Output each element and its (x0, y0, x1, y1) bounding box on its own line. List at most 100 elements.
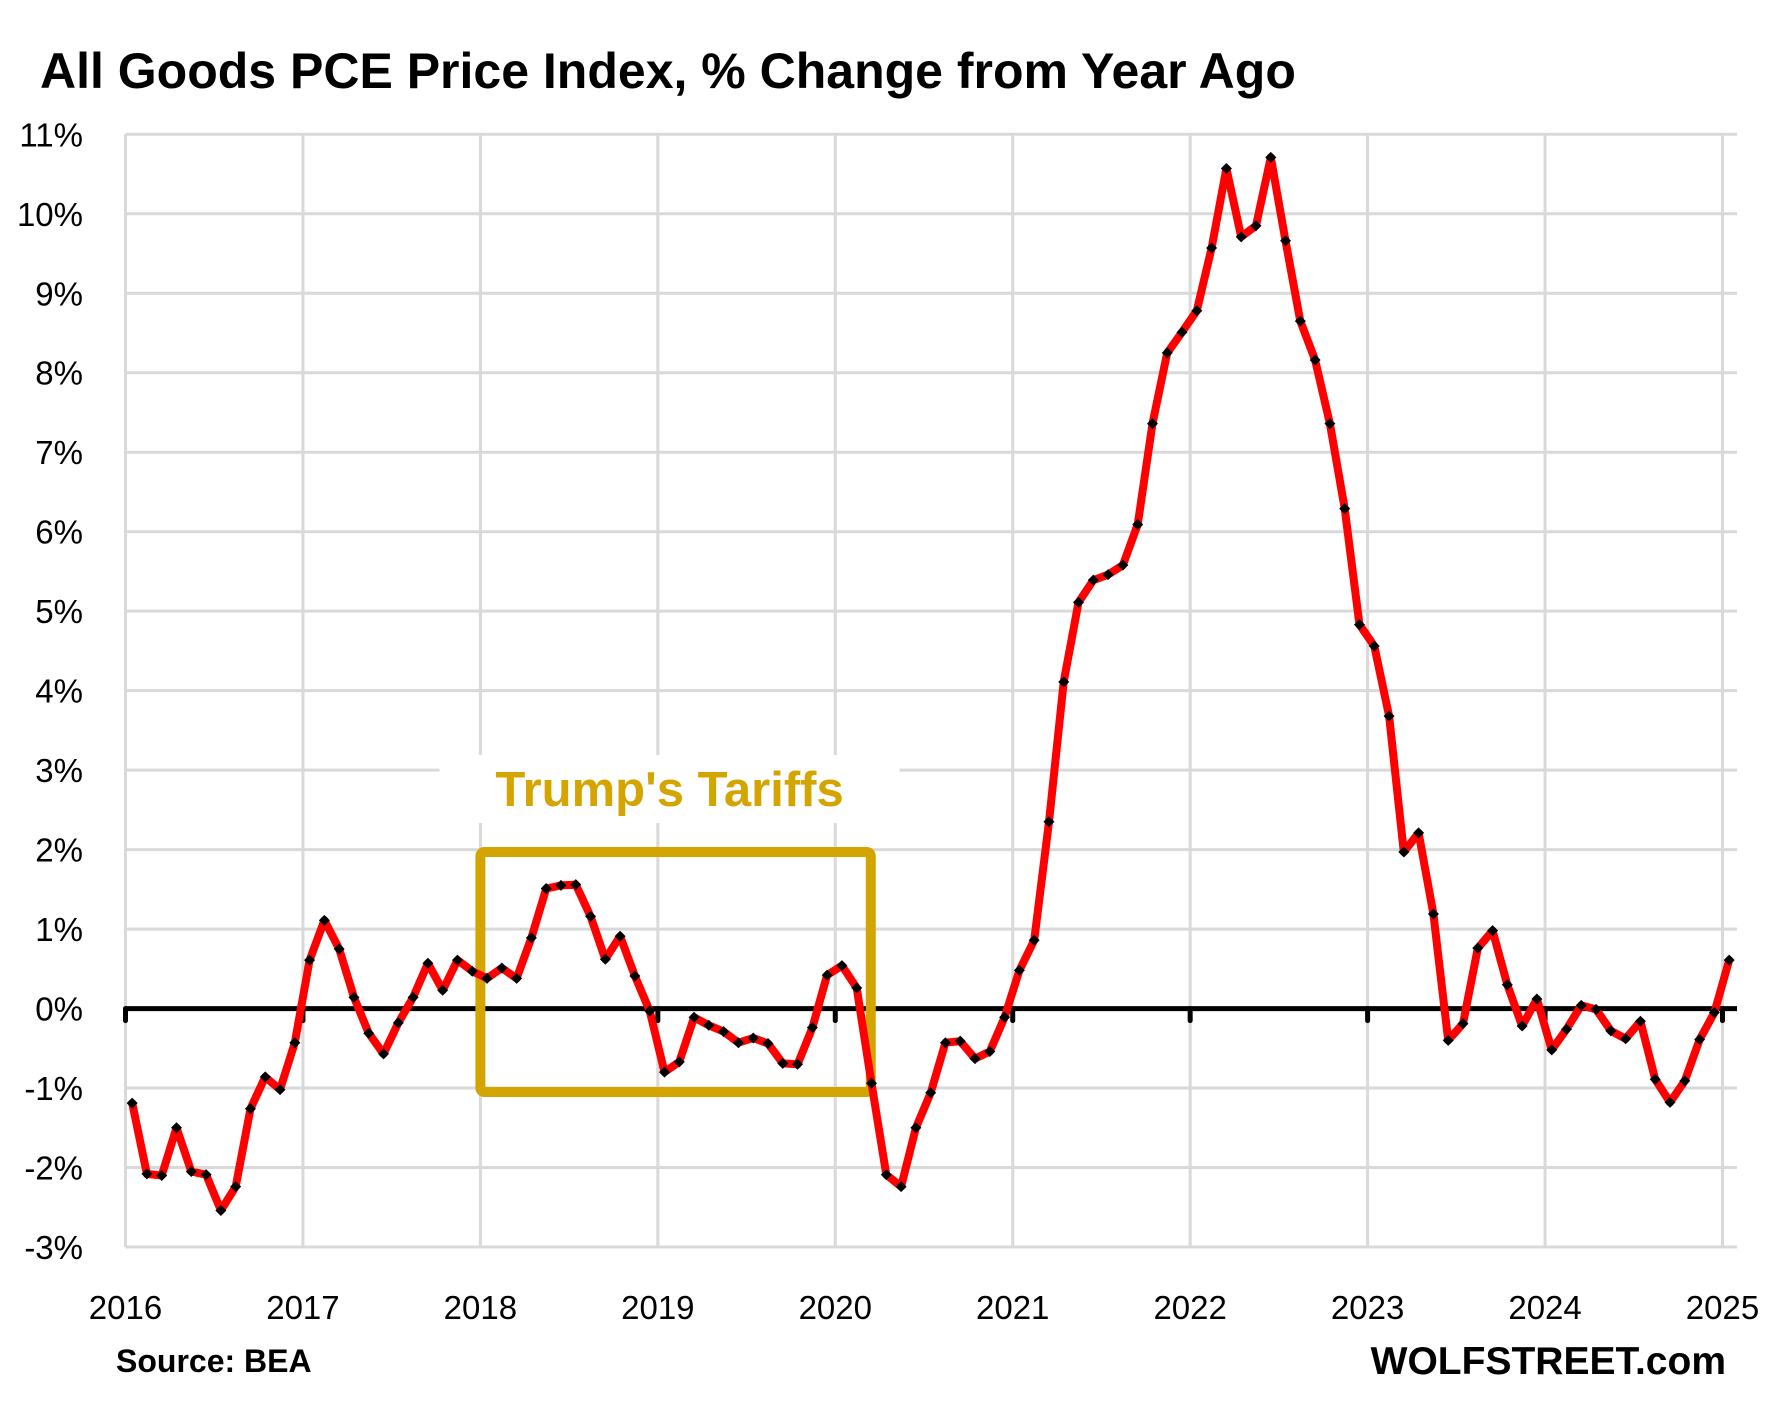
data-point-marker (407, 991, 419, 1003)
data-point-marker (1043, 816, 1055, 828)
x-tick-label: 2024 (1508, 1289, 1581, 1326)
data-point-marker (1649, 1073, 1661, 1085)
data-point-marker (378, 1048, 390, 1060)
data-point-marker (1058, 676, 1070, 688)
data-point-marker (1191, 305, 1203, 317)
y-tick-label: 10% (17, 196, 83, 233)
data-point-marker (718, 1026, 730, 1038)
data-point-marker (999, 1011, 1011, 1023)
data-point-marker (1265, 151, 1277, 163)
brand-label: WOLFSTREET.com (1371, 1340, 1726, 1383)
data-point-marker (185, 1165, 197, 1177)
data-point-marker (1235, 231, 1247, 243)
data-point-marker (141, 1168, 153, 1180)
data-point-marker (437, 984, 449, 996)
data-point-marker (200, 1169, 212, 1181)
x-tick-label: 2020 (799, 1289, 872, 1326)
tariff-annotation: Trump's Tariffs (439, 755, 900, 1098)
horizontal-gridlines (125, 132, 1737, 1249)
data-point-marker (1531, 993, 1543, 1005)
y-axis-tick-labels: -3% -2% -1% 0% 1% 2% 3% 4% 5% 6% 7% 8% 9% 10% 11% (17, 116, 83, 1266)
data-point-marker (1634, 1015, 1646, 1027)
data-point-marker (333, 943, 345, 955)
y-tick-label: -3% (24, 1229, 83, 1266)
data-point-marker (1117, 559, 1129, 571)
data-point-marker (1560, 1023, 1572, 1035)
data-point-marker (525, 932, 537, 944)
data-point-marker (703, 1019, 715, 1031)
data-point-marker (1146, 418, 1158, 430)
data-point-marker (1309, 354, 1321, 366)
data-point-marker (1087, 574, 1099, 586)
data-point-marker (969, 1053, 981, 1065)
y-tick-label: 5% (35, 593, 83, 630)
data-point-marker (1723, 954, 1735, 966)
data-point-marker (1575, 999, 1587, 1011)
series-markers (126, 151, 1735, 1216)
x-tick-label: 2017 (266, 1289, 339, 1326)
data-point-marker (1694, 1034, 1706, 1046)
data-point-marker (244, 1103, 256, 1115)
data-point-marker (1294, 315, 1306, 327)
data-point-marker (1161, 347, 1173, 359)
data-point-marker (1324, 418, 1336, 430)
data-point-marker (363, 1027, 375, 1039)
data-point-marker (274, 1084, 286, 1096)
y-tick-label: 9% (35, 275, 83, 312)
data-point-marker (1590, 1003, 1602, 1015)
data-point-marker (1427, 908, 1439, 920)
data-point-marker (836, 960, 848, 972)
x-axis-tick-labels: 2016 2017 2018 2019 2020 2021 2022 2023 2024 2025 (89, 1289, 1759, 1326)
data-point-marker (1472, 942, 1484, 954)
x-tick-label: 2022 (1153, 1289, 1226, 1326)
data-point-marker (1664, 1096, 1676, 1108)
data-point-marker (910, 1122, 922, 1134)
data-point-marker (171, 1122, 183, 1134)
data-point-marker (762, 1038, 774, 1050)
data-point-marker (1028, 934, 1040, 946)
data-point-marker (496, 962, 508, 974)
data-point-marker (1339, 503, 1351, 515)
data-point-marker (1280, 235, 1292, 247)
data-point-marker (599, 953, 611, 965)
data-point-marker (1442, 1034, 1454, 1046)
data-point-marker (1516, 1020, 1528, 1032)
data-point-marker (629, 970, 641, 982)
x-tick-label: 2018 (444, 1289, 517, 1326)
data-point-marker (1708, 1007, 1720, 1019)
chart-title: All Goods PCE Price Index, % Change from… (40, 43, 1296, 99)
data-point-marker (156, 1169, 168, 1181)
data-point-marker (806, 1022, 818, 1034)
y-tick-label: -2% (24, 1150, 83, 1187)
data-point-marker (1679, 1075, 1691, 1087)
data-point-marker (1383, 710, 1395, 722)
data-point-marker (289, 1037, 301, 1049)
data-point-marker (1413, 827, 1425, 839)
x-tick-label: 2016 (89, 1289, 162, 1326)
data-point-marker (451, 954, 463, 966)
x-tick-label: 2019 (621, 1289, 694, 1326)
data-point-marker (511, 972, 523, 984)
data-point-marker (644, 1005, 656, 1017)
y-tick-label: 2% (35, 832, 83, 869)
data-point-marker (1220, 162, 1232, 174)
data-point-marker (925, 1087, 937, 1099)
data-point-marker (1206, 242, 1218, 254)
data-point-marker (673, 1056, 685, 1068)
data-point-marker (880, 1169, 892, 1181)
data-point-marker (658, 1066, 670, 1078)
data-point-marker (821, 969, 833, 981)
data-point-marker (1073, 596, 1085, 608)
data-point-marker (230, 1181, 242, 1193)
y-tick-label: 1% (35, 911, 83, 948)
data-point-marker (777, 1057, 789, 1069)
data-point-marker (1013, 964, 1025, 976)
data-point-marker (318, 914, 330, 926)
y-tick-label: 0% (35, 991, 83, 1028)
source-label: Source: BEA (116, 1343, 312, 1379)
data-point-marker (732, 1037, 744, 1049)
y-tick-label: 3% (35, 752, 83, 789)
data-point-marker (984, 1045, 996, 1057)
data-point-marker (1368, 640, 1380, 652)
